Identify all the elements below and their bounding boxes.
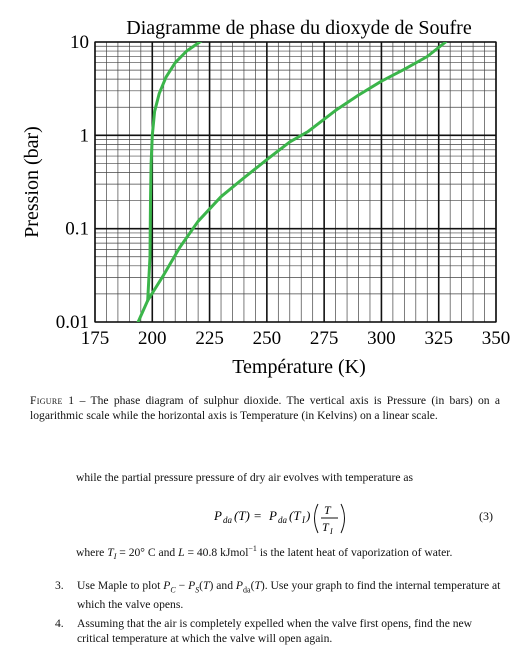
y-tick-label: 0.01 (56, 312, 89, 333)
series-group (136, 42, 448, 322)
equation-expression: P da (T) = P da (T I ) T T I (213, 501, 384, 541)
eq-rhs-sub: da (278, 515, 288, 525)
x-tick-label: 200 (138, 328, 167, 349)
eq-lhs-arg: (T) = (234, 508, 262, 523)
list-item: 4. Assuming that the air is completely e… (55, 616, 505, 646)
eq-lhs-sub: da (223, 515, 233, 525)
figure-caption: Figure 1 – The phase diagram of sulphur … (30, 393, 500, 423)
intro-paragraph: while the partial pressure pressure of d… (76, 471, 414, 484)
eq-rhs-arg-sub: I (301, 515, 306, 525)
x-tick-label: 350 (482, 328, 511, 349)
item-text: Assuming that the air is completely expe… (77, 617, 473, 646)
phase-diagram-chart: 175 200 225 250 275 300 325 350 0.01 0.1 1 10 Diagr… (21, 17, 511, 378)
right-paren (340, 503, 345, 534)
list-item: 3. Use Maple to plot PC − PS(T) and Pda(… (55, 578, 505, 612)
x-axis-label: Température (K) (232, 356, 366, 378)
item-text: Use Maple to plot PC − PS(T) and Pda(T).… (77, 579, 501, 612)
equation-3: P da (T) = P da (T I ) T T I (3) (0, 501, 527, 536)
equation-svg: P da (T) = P da (T I ) T T I (213, 503, 345, 536)
item-number: 3. (55, 579, 64, 592)
x-tick-label: 300 (367, 328, 396, 349)
eq-lhs-p: P (214, 508, 222, 523)
eq-rhs-arg-open: (T (289, 508, 301, 523)
chart-title: Diagramme de phase du dioxyde de Soufre (126, 17, 472, 39)
plot-frame (94, 41, 497, 323)
y-tick-label: 10 (70, 32, 89, 53)
eq-rhs-p: P (268, 508, 277, 523)
series-line-sublimation (136, 42, 448, 322)
caption-text: – The phase diagram of sulphur dioxide. … (30, 394, 500, 422)
eq-frac-den-sub: I (329, 527, 333, 536)
x-tick-label: 250 (253, 328, 282, 349)
major-gridlines (94, 41, 497, 323)
eq-frac-den: T (322, 520, 330, 534)
equation-number: (3) (479, 509, 493, 523)
item-number: 4. (55, 617, 64, 631)
x-tick-label: 275 (310, 328, 339, 349)
y-tick-label: 1 (80, 125, 90, 146)
y-tick-label: 0.1 (65, 219, 89, 240)
axis-ticks: 175 200 225 250 275 300 325 350 0.01 0.1 1 10 (56, 32, 511, 349)
series-line-vertical (146, 42, 203, 302)
minor-gridlines (95, 42, 496, 322)
where-paragraph: where TI = 20° C and L = 40.8 kJmol−1 is… (76, 544, 453, 562)
x-tick-label: 175 (81, 328, 110, 349)
x-tick-label: 225 (195, 328, 224, 349)
eq-rhs-arg-close: ) (305, 508, 310, 523)
eq-frac-num: T (324, 503, 332, 517)
x-tick-label: 325 (424, 328, 453, 349)
left-paren (314, 503, 319, 534)
y-axis-label: Pression (bar) (21, 126, 43, 238)
question-list: 3. Use Maple to plot PC − PS(T) and Pda(… (55, 578, 505, 650)
figure-label: Figure 1 (30, 394, 75, 407)
